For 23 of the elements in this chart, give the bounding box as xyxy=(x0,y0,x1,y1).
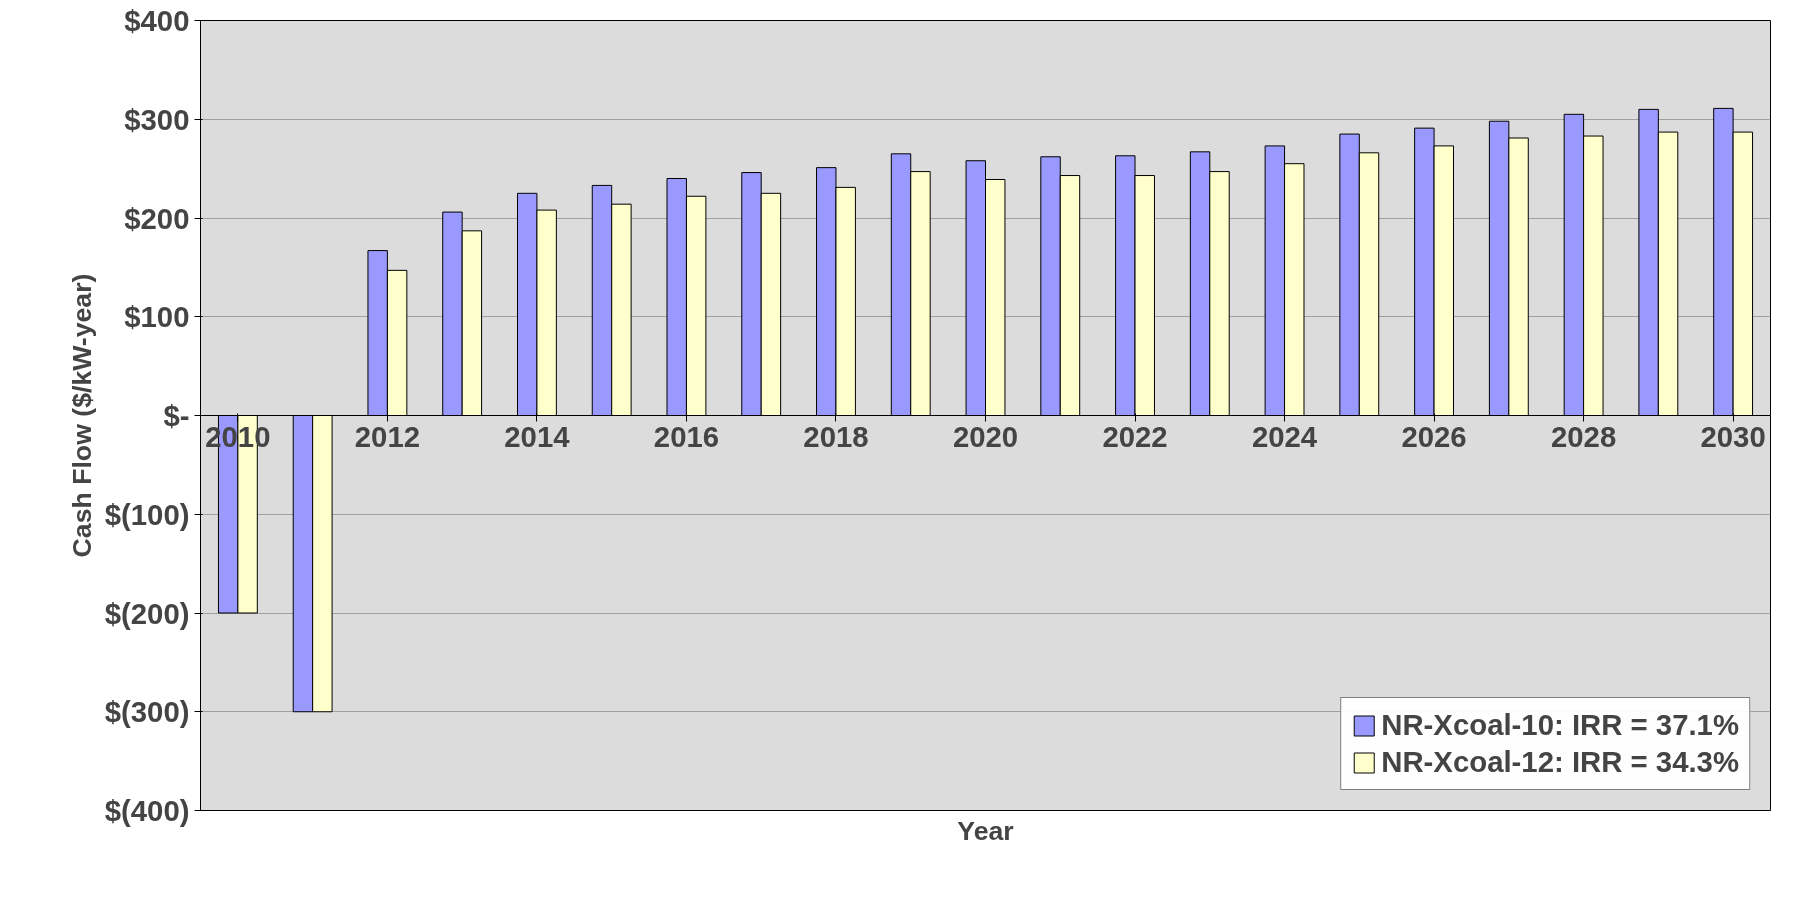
y-tick-label: $(200) xyxy=(104,596,190,630)
x-tick-label: 2018 xyxy=(803,419,869,453)
y-tick-label: $(100) xyxy=(104,497,190,531)
y-tick-label: $100 xyxy=(124,300,190,334)
y-tick-label: $200 xyxy=(124,201,190,235)
x-tick-label: 2012 xyxy=(354,419,421,453)
x-tick-label: 2020 xyxy=(952,419,1019,453)
legend-label: NR-Xcoal-10: IRR = 37.1% xyxy=(1381,708,1739,742)
x-axis-title: Year xyxy=(957,815,1014,846)
y-tick-label: $300 xyxy=(124,102,190,136)
x-tick-label: 2026 xyxy=(1401,419,1467,453)
y-tick-label: $(400) xyxy=(104,794,190,827)
y-tick-label: $400 xyxy=(124,4,190,37)
x-tick-label: 2024 xyxy=(1251,419,1318,453)
x-tick-label: 2022 xyxy=(1102,419,1168,453)
x-tick-label: 2028 xyxy=(1550,419,1617,453)
y-tick-label: $- xyxy=(163,399,190,432)
x-tick-label: 2016 xyxy=(653,419,720,453)
y-tick-label: $(300) xyxy=(104,695,190,729)
x-tick-label: 2014 xyxy=(504,419,571,453)
legend-label: NR-Xcoal-12: IRR = 34.3% xyxy=(1381,745,1739,779)
x-tick-label: 2030 xyxy=(1700,419,1766,453)
y-axis-title: Cash Flow ($/kW-year) xyxy=(66,273,97,558)
